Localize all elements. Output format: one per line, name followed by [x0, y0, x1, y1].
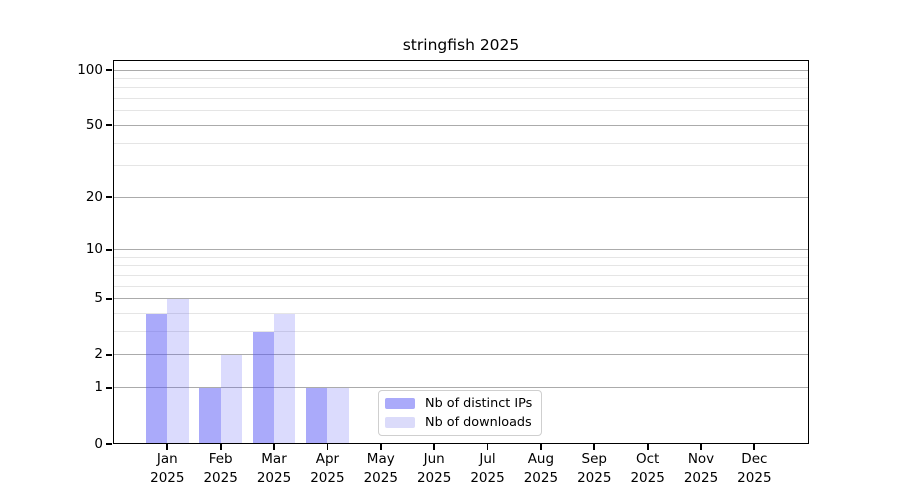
y-tick [106, 297, 112, 300]
minor-gridline [113, 331, 809, 333]
x-tick [433, 444, 436, 450]
major-gridline [113, 249, 809, 251]
x-tick [166, 444, 169, 450]
minor-gridline [113, 142, 809, 144]
bar-apr-distinct-ips [306, 387, 328, 444]
y-tick [106, 124, 112, 127]
x-tick [539, 444, 542, 450]
major-gridline [113, 354, 809, 356]
bar-apr-downloads [327, 387, 349, 444]
plot-area [113, 60, 809, 444]
chart-title: stringfish 2025 [402, 36, 520, 54]
major-gridline [113, 69, 809, 71]
minor-gridline [113, 110, 809, 112]
minor-gridline [113, 256, 809, 258]
x-tick [273, 444, 275, 450]
legend-label-downloads: Nb of downloads [425, 415, 532, 430]
legend-label-distinct-ips: Nb of distinct IPs [425, 396, 533, 411]
minor-gridline [113, 274, 809, 276]
x-tick [379, 444, 382, 450]
bar-jan-distinct-ips [145, 313, 168, 444]
y-tick-label: 2 [94, 346, 103, 363]
x-tick-label: Jul 2025 [470, 451, 505, 486]
y-tick-label: 50 [85, 116, 103, 133]
y-tick-label: 5 [94, 290, 103, 307]
x-tick [219, 444, 222, 450]
y-tick-label: 20 [85, 188, 103, 205]
bar-jan-downloads [167, 298, 189, 444]
y-tick-label: 10 [85, 241, 103, 258]
minor-gridline [113, 87, 809, 89]
y-tick [106, 443, 112, 445]
legend-item-downloads: Nb of downloads [385, 414, 535, 431]
y-tick [106, 354, 112, 356]
y-tick [106, 69, 112, 71]
x-tick-label: Feb 2025 [203, 451, 238, 486]
x-tick [486, 444, 489, 450]
minor-gridline [113, 165, 809, 167]
minor-gridline [113, 265, 809, 267]
bar-feb-distinct-ips [199, 387, 221, 444]
x-tick-label: Apr 2025 [310, 451, 345, 486]
major-gridline [113, 196, 809, 198]
minor-gridline [113, 77, 809, 79]
bar-mar-distinct-ips [252, 331, 275, 444]
legend-swatch-distinct-ips-icon [385, 398, 415, 409]
y-tick-label: 1 [94, 379, 103, 396]
x-tick [326, 444, 329, 450]
x-tick [593, 444, 596, 450]
y-tick-label: 0 [94, 435, 103, 452]
x-tick-label: Nov 2025 [683, 451, 719, 486]
x-tick-label: Aug 2025 [523, 451, 559, 486]
x-tick-label: Jun 2025 [416, 451, 452, 486]
x-tick-label: May 2025 [363, 451, 398, 486]
x-tick [700, 444, 702, 450]
minor-gridline [113, 313, 809, 315]
x-tick-label: Jan 2025 [150, 451, 185, 486]
x-tick-label: Sep 2025 [577, 451, 612, 486]
major-gridline [113, 298, 809, 300]
legend-swatch-downloads-icon [385, 417, 415, 428]
major-gridline [113, 124, 809, 126]
y-tick [106, 248, 112, 251]
legend: Nb of distinct IPs Nb of downloads [378, 390, 542, 436]
bar-mar-downloads [274, 313, 296, 444]
major-gridline [113, 387, 809, 389]
x-tick-label: Oct 2025 [630, 451, 665, 486]
x-tick-label: Mar 2025 [256, 451, 292, 486]
x-tick [753, 444, 756, 450]
y-tick-label: 100 [77, 61, 103, 78]
bar-feb-downloads [220, 354, 243, 444]
minor-gridline [113, 98, 809, 100]
x-tick-label: Dec 2025 [737, 451, 772, 486]
legend-item-distinct-ips: Nb of distinct IPs [385, 395, 535, 412]
minor-gridline [113, 285, 809, 287]
x-tick [646, 444, 649, 450]
y-tick [106, 196, 112, 199]
y-tick [106, 386, 112, 389]
